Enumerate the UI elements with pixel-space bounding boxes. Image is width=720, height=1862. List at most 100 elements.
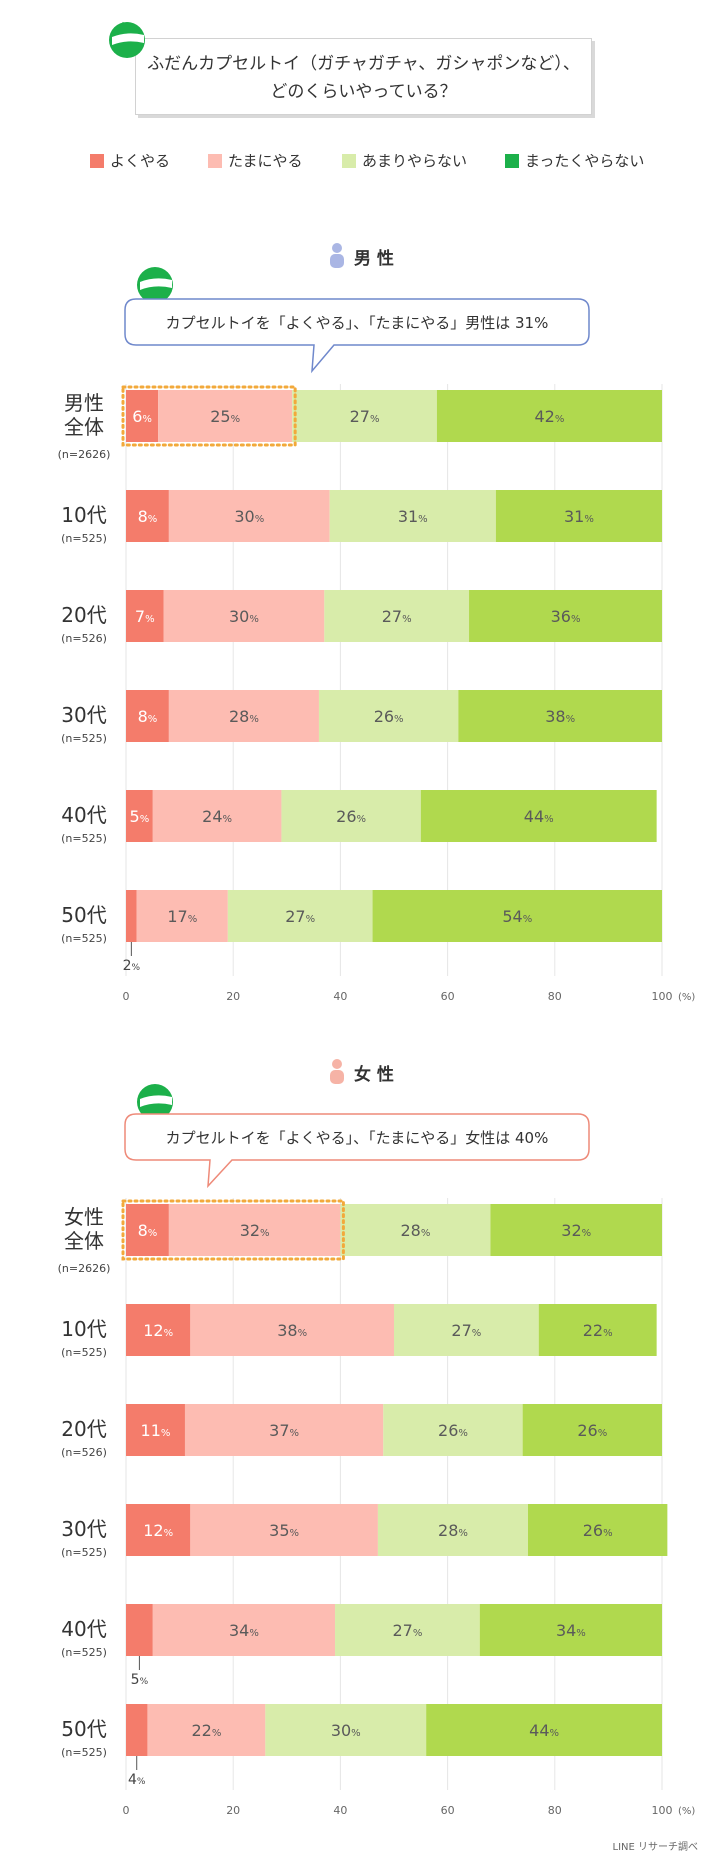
male-x-unit: (%)	[678, 992, 695, 1003]
female-bar-3	[265, 1704, 427, 1756]
female-bar-2	[190, 1504, 378, 1556]
male-data-label: 27%	[350, 407, 380, 426]
male-bar-3	[292, 390, 437, 442]
female-category-n: (n=525)	[61, 1346, 107, 1359]
female-callout-text: カプセルトイを「よくやる」、「たまにやる」女性は 40%	[165, 1129, 549, 1147]
male-xtick-label: 0	[123, 990, 130, 1003]
legend-label: たまにやる	[228, 152, 303, 170]
female-xtick-label: 40	[333, 1804, 347, 1817]
female-xtick-label: 100	[652, 1804, 673, 1817]
female-data-label: 32%	[240, 1221, 270, 1240]
female-category-n: (n=525)	[61, 1746, 107, 1759]
legend-label: よくやる	[110, 152, 171, 170]
male-xtick-label: 40	[333, 990, 347, 1003]
male-data-label: 26%	[374, 707, 404, 726]
female-bar-2	[152, 1604, 336, 1656]
male-bar-2	[152, 790, 282, 842]
female-category-n: (n=525)	[61, 1546, 107, 1559]
female-data-label: 22%	[583, 1321, 613, 1340]
male-category-n: (n=525)	[61, 832, 107, 845]
male-bar-3	[318, 690, 459, 742]
female-data-label: 12%	[143, 1321, 173, 1340]
male-bar-2	[163, 590, 325, 642]
male-bar-2	[168, 690, 319, 742]
legend-item-sometimes: たまにやる	[208, 150, 303, 174]
male-highlight-box	[121, 385, 297, 447]
male-bar-3	[324, 590, 470, 642]
male-data-label: 54%	[502, 907, 532, 926]
male-data-label: 27%	[382, 607, 412, 626]
male-data-label: 17%	[167, 907, 197, 926]
male-data-label: 30%	[229, 607, 259, 626]
male-category-n: (n=525)	[61, 732, 107, 745]
male-data-label: 38%	[545, 707, 575, 726]
female-bar-1	[126, 1704, 148, 1756]
title-card: ふだんカプセルトイ（ガチャガチャ、ガシャポンなど）、 どのくらいやっている？	[135, 38, 592, 115]
male-category-n: (n=526)	[61, 632, 107, 645]
male-bar-4	[469, 590, 662, 642]
male-data-label-external: 2%	[123, 958, 141, 974]
male-callout: カプセルトイを「よくやる」、「たまにやる」男性は 31%	[124, 312, 590, 334]
male-xtick-label: 100	[652, 990, 673, 1003]
female-data-label: 28%	[438, 1521, 468, 1540]
male-callout-text: カプセルトイを「よくやる」、「たまにやる」男性は 31%	[165, 314, 549, 332]
male-bar-1	[126, 890, 137, 942]
female-data-label: 30%	[331, 1721, 361, 1740]
male-data-label: 28%	[229, 707, 259, 726]
male-bar-1	[126, 490, 169, 542]
mascot-icon	[137, 267, 173, 303]
female-data-label: 27%	[392, 1621, 422, 1640]
female-category-label: 全体	[64, 1229, 104, 1253]
male-callout-bubble	[124, 298, 590, 374]
female-bar-1	[126, 1304, 191, 1356]
female-bar-3	[377, 1504, 528, 1556]
male-bar-2	[168, 490, 330, 542]
legend: よくやる たまにやる あまりやらない まったくやらない	[0, 150, 720, 174]
male-xtick-label: 80	[548, 990, 562, 1003]
male-xtick-label: 60	[441, 990, 455, 1003]
male-bar-1	[126, 690, 169, 742]
legend-item-rarely: あまりやらない	[342, 150, 467, 174]
male-data-label: 8%	[138, 707, 158, 726]
legend-swatch	[90, 154, 104, 168]
male-bar-3	[227, 890, 373, 942]
female-data-label: 27%	[451, 1321, 481, 1340]
male-category-n: (n=525)	[61, 532, 107, 545]
female-bar-1	[126, 1604, 153, 1656]
male-data-label: 24%	[202, 807, 232, 826]
title-line-1: ふだんカプセルトイ（ガチャガチャ、ガシャポンなど）、	[147, 54, 580, 74]
female-category-label: 女性	[64, 1205, 104, 1229]
male-data-label: 7%	[135, 607, 155, 626]
male-data-label: 44%	[524, 807, 554, 826]
female-data-label: 26%	[577, 1421, 607, 1440]
male-data-label: 26%	[336, 807, 366, 826]
male-bar-3	[329, 490, 496, 542]
legend-item-often: よくやる	[90, 150, 170, 174]
female-xtick-label: 20	[226, 1804, 240, 1817]
female-data-label: 32%	[561, 1221, 591, 1240]
female-bar-4	[479, 1604, 662, 1656]
title-line-2: どのくらいやっている？	[270, 82, 457, 102]
female-bar-3	[383, 1404, 523, 1456]
female-data-label: 38%	[277, 1321, 307, 1340]
female-xtick-label: 80	[548, 1804, 562, 1817]
male-data-label: 31%	[398, 507, 428, 526]
male-category-label: 男性	[64, 391, 104, 415]
male-data-label: 27%	[285, 907, 315, 926]
legend-label: あまりやらない	[362, 152, 468, 170]
female-data-label: 26%	[438, 1421, 468, 1440]
female-data-label: 22%	[191, 1721, 221, 1740]
female-bar-2	[168, 1204, 341, 1256]
male-bar-4	[458, 690, 662, 742]
legend-swatch	[342, 154, 356, 168]
female-category-label: 40代	[61, 1617, 106, 1641]
male-category-label: 10代	[61, 503, 106, 527]
mascot-icon	[137, 1084, 173, 1120]
male-heading-text: 男 性	[354, 249, 394, 269]
female-heading-text: 女 性	[354, 1065, 394, 1085]
female-bar-3	[340, 1204, 491, 1256]
female-category-n: (n=526)	[61, 1446, 107, 1459]
female-data-label: 12%	[143, 1521, 173, 1540]
